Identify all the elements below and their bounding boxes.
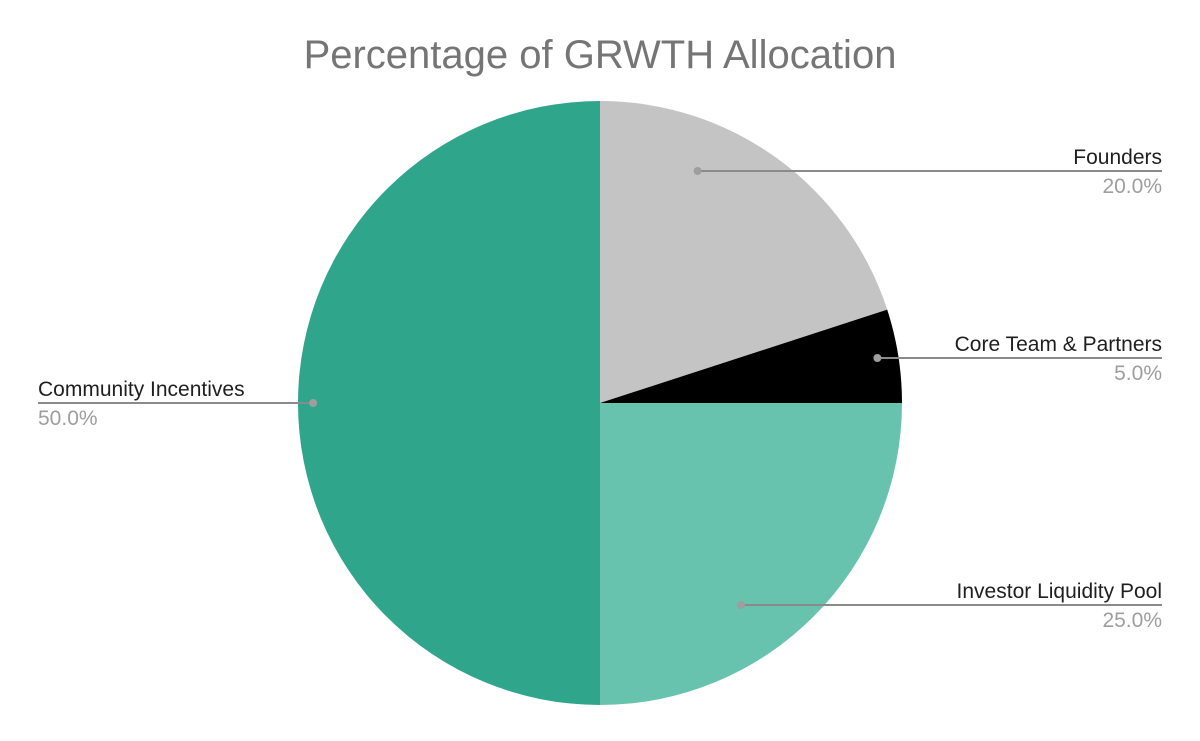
pie-slices bbox=[298, 101, 902, 705]
slice-core-team-and-partners bbox=[600, 309, 902, 403]
leader-dot-core-team-and-partners bbox=[873, 354, 882, 362]
leader-dot-investor-liquidity-pool bbox=[736, 601, 745, 609]
label-name-founders: Founders bbox=[1073, 146, 1162, 169]
label-name-core-team-and-partners: Core Team & Partners bbox=[955, 333, 1162, 356]
slice-community-incentives bbox=[298, 101, 600, 705]
label-name-investor-liquidity-pool: Investor Liquidity Pool bbox=[957, 580, 1162, 603]
label-value-founders: 20.0% bbox=[1102, 175, 1162, 198]
leader-dot-community-incentives bbox=[309, 399, 318, 407]
label-name-community-incentives: Community Incentives bbox=[38, 378, 245, 401]
label-value-investor-liquidity-pool: 25.0% bbox=[1102, 609, 1162, 632]
label-value-core-team-and-partners: 5.0% bbox=[1114, 362, 1162, 385]
slice-labels: Founders 20.0% Core Team & Partners 5.0% Inv… bbox=[38, 146, 1162, 632]
slice-investor-liquidity-pool bbox=[600, 403, 902, 705]
chart-title: Percentage of GRWTH Allocation bbox=[304, 33, 897, 77]
leader-dot-founders bbox=[693, 167, 702, 175]
label-value-community-incentives: 50.0% bbox=[38, 407, 98, 430]
slice-founders bbox=[600, 101, 888, 403]
